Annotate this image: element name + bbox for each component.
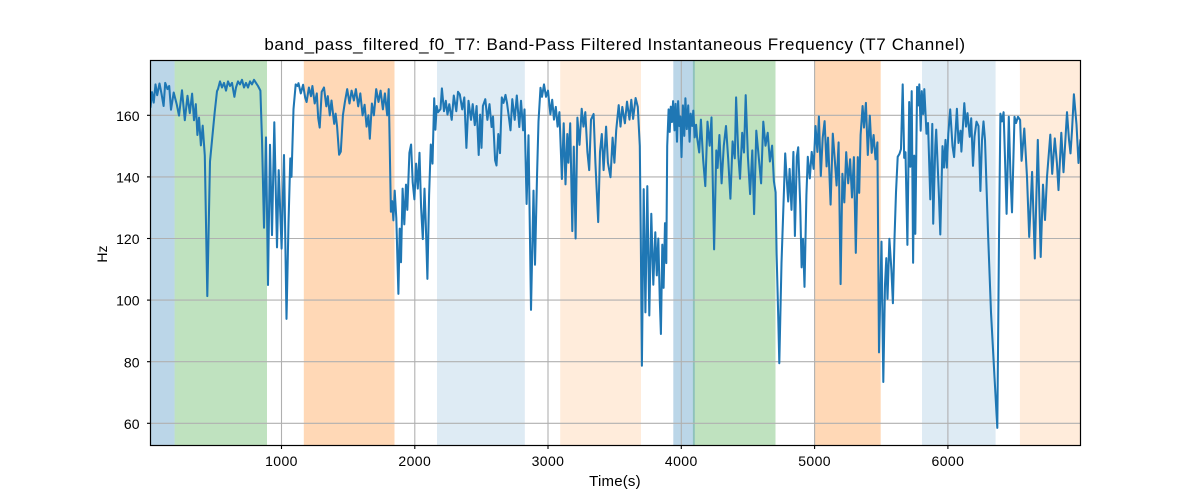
svg-text:80: 80 xyxy=(124,354,140,370)
svg-text:band_pass_filtered_f0_T7: Band: band_pass_filtered_f0_T7: Band-Pass Filt… xyxy=(264,35,965,54)
svg-text:160: 160 xyxy=(116,108,140,124)
svg-text:120: 120 xyxy=(116,231,140,247)
svg-text:60: 60 xyxy=(124,416,140,432)
svg-text:2000: 2000 xyxy=(398,453,431,469)
svg-text:1000: 1000 xyxy=(265,453,298,469)
svg-text:100: 100 xyxy=(116,293,140,309)
svg-text:4000: 4000 xyxy=(665,453,698,469)
svg-text:Hz: Hz xyxy=(94,245,110,262)
svg-text:5000: 5000 xyxy=(798,453,831,469)
svg-text:Time(s): Time(s) xyxy=(589,473,641,490)
svg-text:140: 140 xyxy=(116,170,140,186)
svg-text:3000: 3000 xyxy=(532,453,565,469)
svg-text:6000: 6000 xyxy=(932,453,965,469)
